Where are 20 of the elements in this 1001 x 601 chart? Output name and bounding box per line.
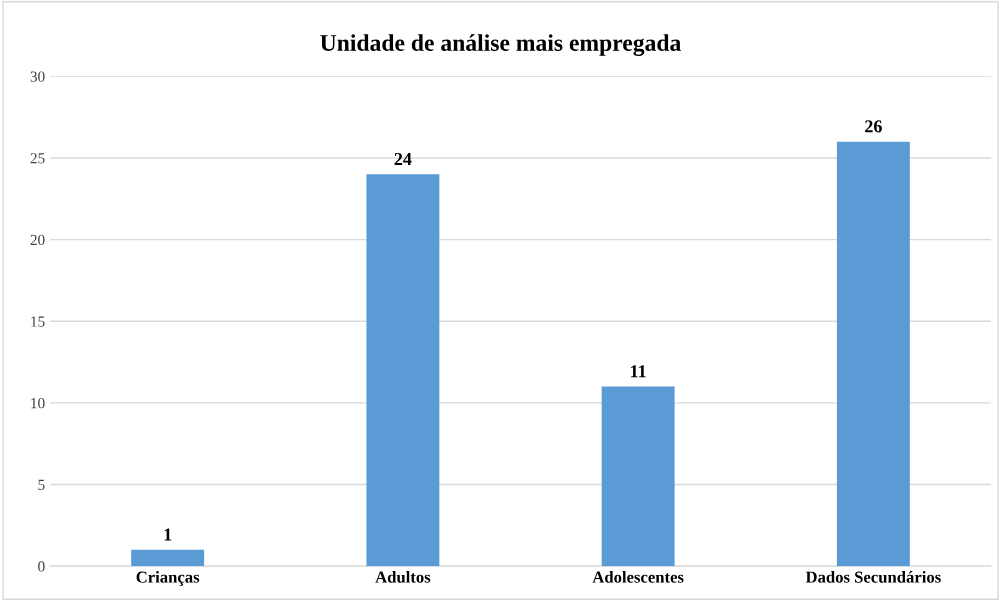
y-tick-label: 0 <box>38 561 45 572</box>
y-tick-label: 15 <box>31 316 45 327</box>
data-label: 1 <box>164 528 172 541</box>
y-tick-label: 5 <box>38 479 45 490</box>
data-label: 24 <box>394 152 412 165</box>
y-tick-label: 30 <box>30 71 45 82</box>
y-tick-label: 10 <box>31 398 45 409</box>
bar <box>836 141 910 567</box>
chart-title: Unidade de análise mais empregada <box>320 34 681 56</box>
data-label: 11 <box>631 365 646 378</box>
x-tick-label: Dados Secundários <box>805 570 941 583</box>
data-label: 26 <box>865 120 882 133</box>
x-tick-label: Crianças <box>136 571 200 586</box>
x-tick-label: Adultos <box>375 571 431 583</box>
bar <box>131 549 205 567</box>
y-tick-label: 20 <box>30 234 45 246</box>
bar <box>601 386 675 567</box>
bar <box>366 174 440 567</box>
x-tick-label: Adolescentes <box>592 571 684 583</box>
y-tick-label: 25 <box>30 153 45 164</box>
